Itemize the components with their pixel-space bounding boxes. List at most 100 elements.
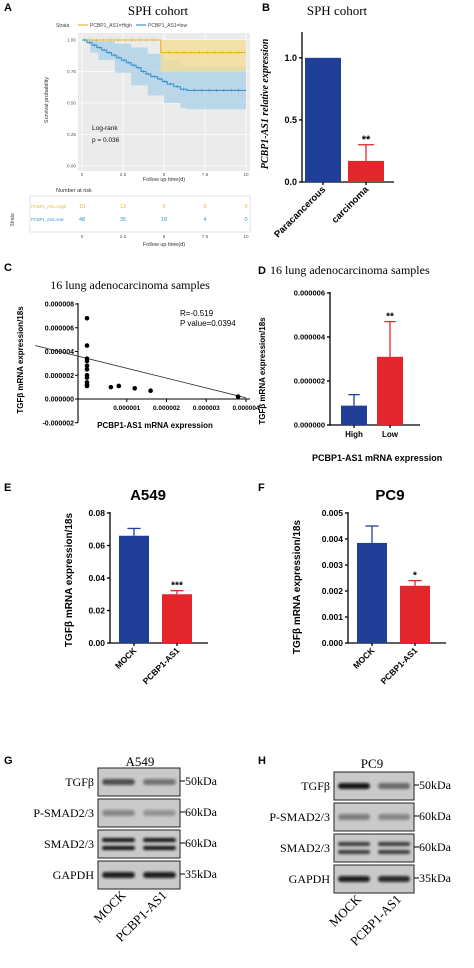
blot-kda-label: 60kDa — [419, 840, 452, 854]
F-bar-1 — [357, 542, 387, 643]
E-y-tick-label: 0.04 — [88, 573, 105, 583]
F-category-label: MOCK — [351, 645, 377, 671]
panel-e-chart: 0.00 0.02 0.04 0.06 0.08 MOCK PCBP1-AS1 — [88, 508, 208, 686]
panel-g-blot: TGFβ 50kDa P-SMAD2/3 60kDa SMAD2/3 60kDa GAPDH… — [33, 767, 218, 945]
km-y-tick-label: 0.50 — [67, 101, 76, 106]
risk-x-label: Follow up time(d) — [143, 242, 185, 248]
B-y-tick-label: 0.5 — [284, 115, 297, 125]
risk-table-title: Number at risk — [56, 188, 92, 194]
c-scatter-point — [116, 383, 122, 389]
E-bar-2 — [162, 594, 192, 643]
km-curves — [82, 38, 246, 92]
km-x-tick-label: 2.5 — [120, 172, 127, 177]
risk-cell: 9 — [203, 204, 206, 210]
blot-row-label: GAPDH — [53, 868, 95, 882]
D-bar-1 — [341, 405, 367, 425]
c-y-tick-label: 0.000000 — [45, 397, 74, 404]
risk-cell: 9 — [162, 204, 165, 210]
km-x-tick-label: 7.5 — [202, 172, 209, 177]
km-pvalue: p = 0.036 — [92, 137, 120, 144]
panel-d-letter: D — [258, 265, 266, 277]
panel-a-letter: A — [4, 2, 12, 14]
c-x-tick-label: 0.000001 — [113, 405, 140, 412]
km-logrank-label: Log-rank — [92, 125, 118, 132]
c-x-tick-label: 0.000003 — [193, 405, 220, 412]
panel-d-x-label: PCBP1-AS1 mRNA expression — [312, 453, 442, 463]
panel-g: G A549 TGFβ 50kDa P-SMAD2/3 60kDa SMAD2/3 60k… — [4, 754, 218, 945]
panel-h-blot: TGFβ 50kDa P-SMAD2/3 60kDa SMAD2/3 60kDa GAPDH… — [269, 771, 452, 949]
c-scatter-point — [235, 394, 241, 399]
risk-strata-label: Strata — [10, 213, 16, 227]
legend-high-label: PCBP1_AS1=High — [90, 23, 132, 29]
risk-row-low-label: PCBP1_AS1=low — [31, 217, 65, 222]
blot-band — [102, 872, 135, 878]
E-y-tick-label: 0.02 — [88, 605, 105, 615]
panel-f-title: PC9 — [375, 487, 404, 504]
E-category-label: PCBP1-AS1 — [141, 645, 182, 686]
panel-c-r-value: R=-0.519 — [180, 309, 214, 318]
risk-x-tick-label: 2.5 — [120, 234, 127, 239]
B-category-label: Paracancerous — [272, 184, 328, 240]
c-scatter-point — [84, 343, 90, 348]
F-y-tick-label: 0.003 — [322, 560, 344, 570]
blot-lane-label: MOCK — [326, 891, 365, 930]
legend-strata-label: Strata — [56, 23, 70, 29]
panel-g-letter: G — [4, 755, 13, 767]
panel-c: C 16 lung adenocarcinoma samples -0.0000… — [4, 262, 260, 430]
E-bar-1 — [119, 535, 149, 643]
risk-x-tick-label: 5 — [163, 234, 166, 239]
km-y-tick-label: 0.00 — [67, 164, 76, 169]
risk-table-values: 10 12 9 9 0 48 35 18 4 0 — [79, 204, 248, 223]
risk-x-tick-label: 10 — [243, 234, 249, 239]
c-y-tick-label: 0.000006 — [45, 325, 74, 332]
blot-band — [338, 876, 370, 882]
c-scatter-point — [84, 372, 90, 378]
km-band-0 — [82, 40, 246, 72]
risk-row-high-label: PCBP1_AS1=High — [31, 204, 67, 209]
blot-band — [102, 838, 135, 842]
panel-d-y-label: TGFβ mRNA expression/18s — [258, 317, 267, 425]
blot-band — [338, 842, 370, 846]
km-confidence-bands — [82, 40, 246, 110]
B-bar-1 — [305, 57, 341, 183]
F-y-tick-label: 0.004 — [322, 534, 344, 544]
D-bar-2 — [377, 356, 403, 425]
panel-a: A SPH cohort Strata PCBP1_AS1=High PCBP1… — [4, 2, 251, 248]
panel-d: D 16 lung adenocarcinoma samples TGFβ mR… — [258, 263, 442, 463]
panel-c-y-label: TGFβ mRNA expression/18s — [16, 306, 25, 414]
blot-band — [338, 783, 370, 789]
blot-kda-label: 35kDa — [185, 867, 218, 881]
F-y-tick-label: 0.002 — [322, 586, 344, 596]
panel-f: F PC9 TGFβ mRNA expression/18s 0.0000.00… — [258, 482, 446, 686]
blot-row-label: P-SMAD2/3 — [269, 810, 330, 824]
blot-kda-label: 50kDa — [185, 774, 218, 788]
panel-h-title: PC9 — [361, 756, 383, 771]
blot-band — [143, 810, 176, 816]
blot-row-label: SMAD2/3 — [44, 837, 94, 851]
km-x-tick-label: 5 — [163, 172, 166, 177]
B-y-tick-label: 1.0 — [284, 53, 297, 63]
risk-cell: 35 — [120, 217, 126, 223]
B-y-tick-label: 0.0 — [284, 177, 297, 187]
panel-b-significance: ** — [362, 134, 371, 146]
blot-band — [338, 850, 370, 854]
F-category-label: PCBP1-AS1 — [379, 645, 420, 686]
blot-row-label: P-SMAD2/3 — [33, 806, 94, 820]
c-x-tick-label: 0.000004 — [232, 405, 259, 412]
blot-band — [102, 810, 135, 816]
B-bar-2 — [348, 160, 384, 182]
panel-b-title: SPH cohort — [307, 3, 368, 18]
panel-h: H PC9 TGFβ 50kDa P-SMAD2/3 60kDa SMAD2/3 60kD… — [258, 755, 452, 949]
c-scatter-point — [84, 367, 90, 372]
risk-cell: 12 — [120, 204, 126, 210]
panel-d-chart: 0.000000 0.000002 0.000004 0.000006 High Low — [294, 289, 420, 439]
blot-kda-label: 60kDa — [185, 805, 218, 819]
panel-b-chart: 0.0 0.5 1.0 Paracancerous carcinoma — [272, 32, 394, 240]
km-x-tick-label: 0 — [81, 172, 84, 177]
panel-c-title: 16 lung adenocarcinoma samples — [50, 278, 210, 292]
risk-cell: 10 — [79, 204, 85, 210]
blot-kda-label: 50kDa — [419, 778, 452, 792]
c-regression-line — [35, 345, 247, 399]
c-scatter-point — [84, 315, 90, 321]
